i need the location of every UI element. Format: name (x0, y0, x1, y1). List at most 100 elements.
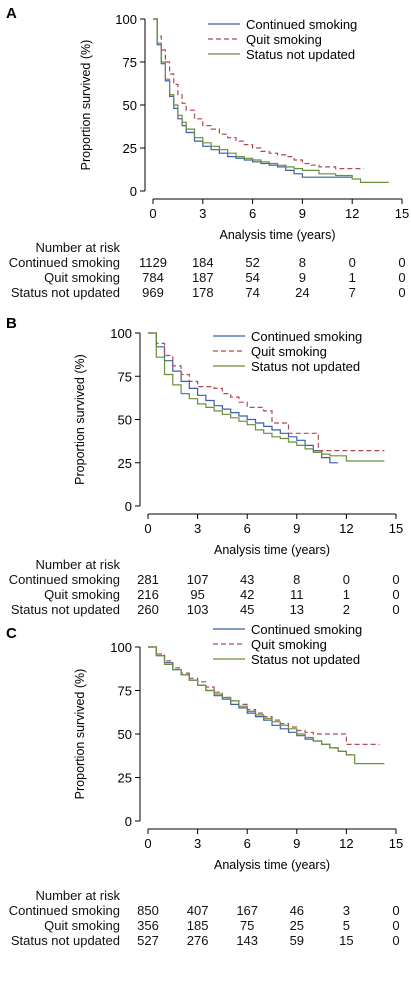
risk-count: 25 (289, 918, 305, 933)
risk-table-row: Continued smoking 850 407 167 46 3 0 (0, 903, 411, 918)
risk-table-row: Status not updated 527 276 143 59 15 0 (0, 933, 411, 948)
y-tick-label: 75 (118, 369, 132, 384)
y-tick-label: 0 (125, 499, 132, 514)
risk-row-label: Continued smoking (8, 903, 120, 918)
risk-count: 24 (295, 285, 310, 300)
y-tick-label: 75 (118, 684, 132, 699)
risk-row-label: Quit smoking (44, 587, 120, 602)
risk-table-row: Status not updated 969 178 74 24 7 0 (0, 285, 411, 300)
risk-count: 5 (342, 918, 350, 933)
risk-table-row: Quit smoking 216 95 42 11 1 0 (0, 587, 411, 602)
x-axis-label: Analysis time (years) (214, 543, 330, 557)
risk-table: Number at risk Continued smoking 850 407 167… (0, 888, 411, 958)
risk-row-label: Status not updated (10, 285, 120, 300)
y-tick-label: 0 (130, 184, 137, 199)
risk-table: Number at risk Continued smoking 1129 184 52… (0, 240, 411, 310)
risk-count: 2 (342, 602, 350, 617)
panel-b: B 0 3 6 9 12 15 0 25 50 75 100 Analysis time (years)… (6, 315, 403, 557)
x-tick-label: 3 (194, 836, 201, 851)
risk-count: 107 (186, 572, 209, 587)
y-tick-label: 25 (123, 141, 137, 156)
legend-label: Continued smoking (251, 329, 362, 344)
x-tick-label: 9 (293, 521, 300, 536)
risk-count: 42 (239, 587, 255, 602)
risk-count: 260 (137, 602, 159, 617)
legend-label: Continued smoking (246, 17, 357, 32)
risk-count: 969 (142, 285, 164, 300)
risk-count: 1129 (139, 255, 167, 270)
series-line-3 (148, 332, 385, 462)
panel-c: C 0 3 6 9 12 15 0 25 50 75 100 Analysis time (years)… (6, 622, 403, 872)
risk-table-row: Continued smoking 1129 184 52 8 0 0 (0, 255, 411, 270)
risk-count: 356 (137, 918, 159, 933)
risk-count: 1 (348, 270, 356, 285)
risk-row-label: Status not updated (10, 602, 120, 617)
risk-table-header: Number at risk (35, 240, 120, 255)
risk-count: 1 (342, 587, 350, 602)
x-axis-label: Analysis time (years) (220, 228, 336, 242)
risk-count: 0 (392, 918, 400, 933)
risk-row-label: Continued smoking (8, 255, 120, 270)
y-tick-label: 100 (115, 12, 137, 27)
x-tick-label: 12 (345, 206, 359, 221)
risk-table-row: Quit smoking 356 185 75 25 5 0 (0, 918, 411, 933)
risk-table-row: Continued smoking 281 107 43 8 0 0 (0, 572, 411, 587)
x-tick-label: 0 (144, 836, 151, 851)
y-tick-label: 0 (125, 814, 132, 829)
risk-count: 184 (191, 255, 214, 270)
risk-count: 187 (191, 270, 214, 285)
risk-table: Number at risk Continued smoking 281 107 43 8… (0, 557, 411, 627)
risk-count: 0 (348, 255, 356, 270)
panel-letter: A (6, 5, 17, 22)
risk-count: 0 (398, 270, 406, 285)
risk-count: 46 (289, 903, 305, 918)
y-tick-label: 100 (110, 326, 132, 341)
risk-count: 75 (239, 918, 255, 933)
x-tick-label: 3 (194, 521, 201, 536)
x-tick-label: 12 (339, 521, 353, 536)
risk-count: 13 (289, 602, 305, 617)
y-tick-label: 50 (123, 98, 137, 113)
series-line-2 (153, 18, 364, 170)
risk-table-row: Status not updated 260 103 45 13 2 0 (0, 602, 411, 617)
risk-count: 8 (298, 255, 306, 270)
risk-count: 9 (298, 270, 306, 285)
risk-count: 527 (137, 933, 159, 948)
y-tick-label: 50 (118, 727, 132, 742)
legend-label: Quit smoking (251, 344, 327, 359)
risk-count: 143 (236, 933, 259, 948)
risk-count: 0 (392, 933, 400, 948)
risk-count: 167 (236, 903, 259, 918)
risk-row-label: Quit smoking (44, 270, 120, 285)
risk-table-header: Number at risk (35, 557, 120, 572)
y-axis-label: Proportion survived (%) (73, 354, 87, 485)
risk-count: 45 (239, 602, 255, 617)
panel-letter: C (6, 625, 17, 642)
risk-count: 54 (245, 270, 260, 285)
risk-count: 0 (398, 255, 406, 270)
risk-count: 15 (339, 933, 354, 948)
y-tick-label: 100 (110, 640, 132, 655)
x-axis-label: Analysis time (years) (214, 858, 330, 872)
risk-table-row: Quit smoking 784 187 54 9 1 0 (0, 270, 411, 285)
risk-count: 276 (186, 933, 209, 948)
series-line-3 (153, 18, 389, 183)
x-tick-label: 9 (293, 836, 300, 851)
risk-count: 0 (392, 572, 400, 587)
risk-count: 95 (190, 587, 205, 602)
x-tick-label: 3 (199, 206, 206, 221)
x-tick-label: 6 (244, 521, 251, 536)
x-tick-label: 0 (149, 206, 156, 221)
risk-count: 216 (137, 587, 159, 602)
legend-label: Continued smoking (251, 622, 362, 637)
risk-count: 178 (191, 285, 214, 300)
legend-label: Status not updated (251, 359, 360, 374)
y-tick-label: 25 (118, 771, 132, 786)
risk-count: 281 (137, 572, 159, 587)
risk-count: 59 (289, 933, 305, 948)
